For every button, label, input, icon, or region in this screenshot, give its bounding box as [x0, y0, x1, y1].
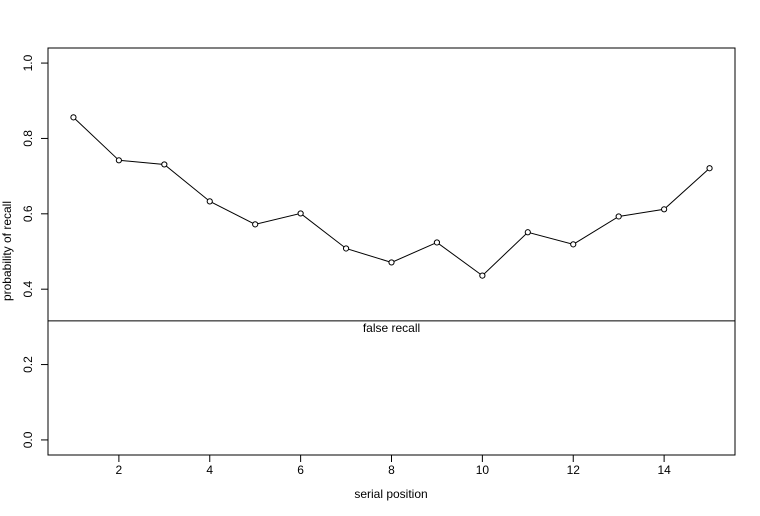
x-tick-label: 10 [476, 463, 490, 477]
point [479, 272, 486, 279]
x-axis-title: serial position [354, 487, 427, 501]
point [70, 114, 77, 121]
point [297, 210, 304, 217]
point [615, 213, 622, 220]
y-tick-label: 1.0 [21, 54, 35, 71]
y-axis-title: probability of recall [0, 201, 14, 301]
reference-label: false recall [363, 321, 420, 335]
x-tick-label: 4 [206, 463, 213, 477]
x-tick-label: 14 [657, 463, 671, 477]
x-tick-label: 12 [567, 463, 581, 477]
point [161, 161, 168, 168]
point [115, 157, 122, 164]
y-tick-label: 0.4 [21, 281, 35, 298]
point [388, 259, 395, 266]
point [433, 239, 441, 246]
x-tick-label: 8 [388, 463, 395, 477]
plot-box [47, 47, 736, 456]
point [661, 206, 668, 213]
y-tick-label: 0.0 [21, 431, 35, 448]
point [342, 245, 350, 252]
x-tick-label: 6 [297, 463, 304, 477]
y-tick-label: 0.8 [21, 130, 35, 147]
series-line [73, 116, 710, 277]
x-tick-label: 2 [116, 463, 123, 477]
point [524, 229, 531, 236]
point [252, 221, 259, 228]
point [706, 165, 713, 172]
y-tick-label: 0.2 [21, 356, 35, 373]
point [570, 241, 577, 248]
y-tick-label: 0.6 [21, 205, 35, 222]
point [206, 198, 213, 205]
